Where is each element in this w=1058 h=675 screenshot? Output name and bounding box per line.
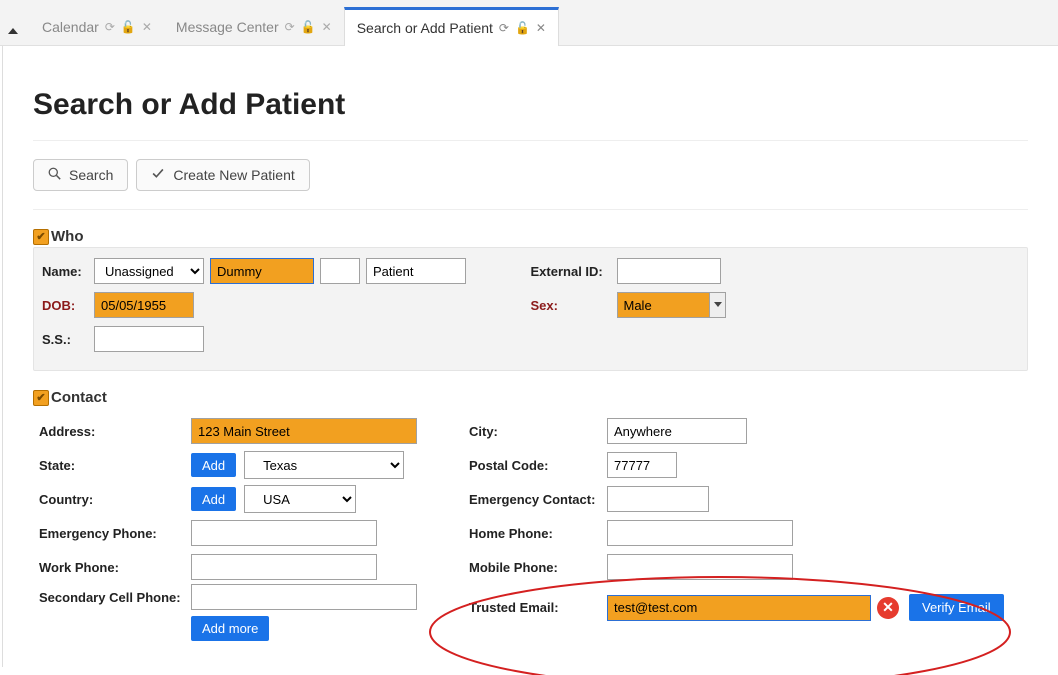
work-phone-label: Work Phone:	[39, 560, 191, 575]
tab-label: Search or Add Patient	[357, 20, 493, 36]
check-icon	[151, 167, 165, 183]
toggle-checked-icon[interactable]: ✔	[33, 390, 49, 406]
tab-search-add-patient[interactable]: Search or Add Patient ⟳ 🔓 ✕	[344, 7, 559, 46]
tab-label: Message Center	[176, 19, 279, 35]
middle-name-input[interactable]	[320, 258, 360, 284]
refresh-icon[interactable]: ⟳	[285, 20, 295, 34]
secondary-cell-label: Secondary Cell Phone:	[39, 590, 191, 605]
close-icon[interactable]: ✕	[536, 21, 546, 35]
unlock-icon[interactable]: 🔓	[515, 21, 530, 35]
add-more-button[interactable]: Add more	[191, 616, 269, 641]
section-title: Contact	[51, 389, 107, 406]
first-name-input[interactable]	[210, 258, 314, 284]
emergency-contact-label: Emergency Contact:	[469, 492, 607, 507]
page-title: Search or Add Patient	[33, 88, 1028, 122]
search-button[interactable]: Search	[33, 159, 128, 191]
ss-label: S.S.:	[42, 332, 94, 347]
state-select[interactable]: Texas	[244, 451, 404, 479]
add-state-button[interactable]: Add	[191, 453, 236, 477]
tab-bar: Calendar ⟳ 🔓 ✕ Message Center ⟳ 🔓 ✕ Sear…	[0, 0, 1058, 46]
action-buttons: Search Create New Patient	[33, 159, 1028, 191]
button-label: Create New Patient	[173, 167, 294, 183]
divider	[33, 209, 1028, 210]
close-icon[interactable]: ✕	[142, 20, 152, 34]
refresh-icon[interactable]: ⟳	[105, 20, 115, 34]
create-patient-button[interactable]: Create New Patient	[136, 159, 309, 191]
country-select[interactable]: USA	[244, 485, 356, 513]
country-label: Country:	[39, 492, 191, 507]
name-label: Name:	[42, 264, 94, 279]
city-label: City:	[469, 424, 607, 439]
dob-input[interactable]	[94, 292, 194, 318]
state-label: State:	[39, 458, 191, 473]
page-content: Search or Add Patient Search Create New …	[2, 46, 1058, 667]
contact-panel: Address: City: State: Add Texas Postal C…	[33, 408, 1028, 647]
home-phone-input[interactable]	[607, 520, 793, 546]
section-header-contact[interactable]: ✔ Contact	[33, 389, 1028, 406]
home-phone-label: Home Phone:	[469, 526, 607, 541]
trusted-email-label: Trusted Email:	[469, 600, 607, 615]
sex-select[interactable]: Male	[617, 292, 725, 318]
trusted-email-input[interactable]	[607, 595, 871, 621]
dob-label: DOB:	[42, 298, 94, 313]
toggle-checked-icon[interactable]: ✔	[33, 229, 49, 245]
unlock-icon[interactable]: 🔓	[301, 20, 316, 34]
last-name-input[interactable]	[366, 258, 466, 284]
caret-up-icon[interactable]	[8, 28, 18, 34]
sex-label: Sex:	[531, 298, 617, 313]
postal-label: Postal Code:	[469, 458, 607, 473]
external-id-label: External ID:	[531, 264, 617, 279]
search-icon	[48, 167, 61, 183]
tab-label: Calendar	[42, 19, 99, 35]
add-country-button[interactable]: Add	[191, 487, 236, 511]
section-title: Who	[51, 228, 83, 245]
who-panel: Name: Unassigned DOB: S.S.:	[33, 247, 1028, 371]
address-label: Address:	[39, 424, 191, 439]
work-phone-input[interactable]	[191, 554, 377, 580]
emergency-contact-input[interactable]	[607, 486, 709, 512]
address-input[interactable]	[191, 418, 417, 444]
unlock-icon[interactable]: 🔓	[121, 20, 136, 34]
emergency-phone-input[interactable]	[191, 520, 377, 546]
close-icon[interactable]: ✕	[322, 20, 332, 34]
divider	[33, 140, 1028, 141]
city-input[interactable]	[607, 418, 747, 444]
secondary-cell-input[interactable]	[191, 584, 417, 610]
section-header-who[interactable]: ✔ Who	[33, 228, 1028, 245]
name-title-select[interactable]: Unassigned	[94, 258, 204, 284]
external-id-input[interactable]	[617, 258, 721, 284]
tab-calendar[interactable]: Calendar ⟳ 🔓 ✕	[30, 7, 164, 45]
ss-input[interactable]	[94, 326, 204, 352]
mobile-phone-label: Mobile Phone:	[469, 560, 607, 575]
postal-input[interactable]	[607, 452, 677, 478]
clear-email-icon[interactable]: ✕	[877, 597, 899, 619]
emergency-phone-label: Emergency Phone:	[39, 526, 191, 541]
mobile-phone-input[interactable]	[607, 554, 793, 580]
refresh-icon[interactable]: ⟳	[499, 21, 509, 35]
tab-message-center[interactable]: Message Center ⟳ 🔓 ✕	[164, 7, 344, 45]
button-label: Search	[69, 167, 113, 183]
verify-email-button[interactable]: Verify Email	[909, 594, 1004, 621]
